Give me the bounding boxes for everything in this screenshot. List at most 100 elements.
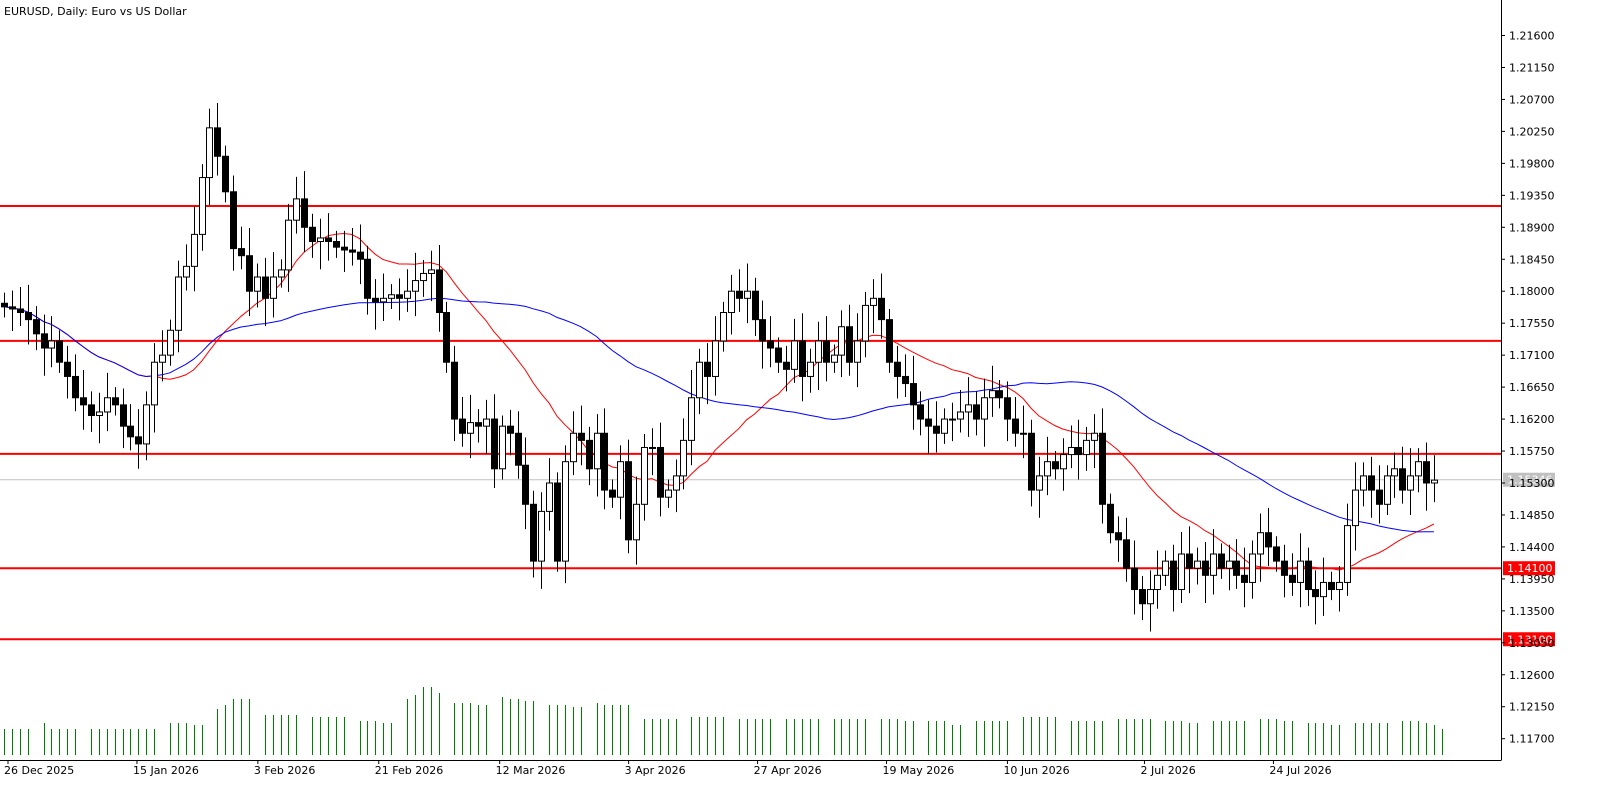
candle-body: [1305, 560, 1312, 591]
candle-body: [491, 418, 498, 470]
current-price-tag: [1503, 472, 1555, 487]
candle-body: [120, 404, 127, 427]
candle-body: [870, 297, 877, 306]
candle-body: [317, 237, 324, 242]
candle-body: [428, 269, 435, 274]
candle-body: [617, 461, 624, 498]
y-tick-label: 1.11700: [1509, 733, 1555, 746]
candle-body: [783, 361, 790, 370]
candle-body: [372, 297, 379, 303]
y-tick-label: 1.19350: [1509, 189, 1555, 202]
candle-body: [673, 475, 680, 491]
candle-body: [341, 246, 348, 251]
candle-body: [546, 482, 553, 512]
candle-body: [1083, 439, 1090, 456]
candle-body: [33, 319, 40, 335]
candle-body: [143, 404, 150, 445]
candle-body: [388, 294, 395, 299]
candle-body: [989, 390, 996, 399]
candle-body: [380, 297, 387, 303]
candle-body: [996, 390, 1003, 399]
candle-body: [1241, 574, 1248, 583]
y-tick-label: 1.20700: [1509, 93, 1555, 106]
candle-body: [846, 326, 853, 363]
candle-body: [1431, 479, 1438, 484]
candle-body: [775, 347, 782, 363]
candle-body: [1407, 475, 1414, 491]
candle-body: [522, 464, 529, 505]
candle-body: [1052, 461, 1059, 470]
candle-body: [443, 312, 450, 363]
candle-body: [1012, 418, 1019, 434]
candle-body: [183, 265, 190, 278]
candle-body: [278, 269, 285, 278]
level-label: 1.13100: [1507, 633, 1553, 646]
candle-body: [1320, 581, 1327, 598]
candlestick-series: [1, 102, 1438, 632]
candle-body: [112, 397, 119, 406]
candle-body: [175, 276, 182, 331]
candle-body: [507, 425, 514, 434]
y-tick-label: 1.14850: [1509, 509, 1555, 522]
chart-title: EURUSD, Daily: Euro vs US Dollar: [4, 5, 187, 18]
y-tick-label: 1.19800: [1509, 157, 1555, 170]
candle-body: [104, 397, 111, 413]
candle-body: [1107, 503, 1114, 534]
candle-body: [325, 237, 332, 242]
y-tick-label: 1.12600: [1509, 669, 1555, 682]
y-tick-label: 1.21150: [1509, 61, 1555, 74]
candle-body: [1376, 489, 1383, 505]
candle-body: [357, 251, 364, 260]
y-tick-label: 1.18900: [1509, 221, 1555, 234]
y-tick-label: 1.20250: [1509, 125, 1555, 138]
candle-body: [854, 340, 861, 363]
candle-body: [1265, 532, 1272, 548]
candle-body: [88, 404, 95, 417]
x-tick-label: 12 Mar 2026: [496, 764, 566, 777]
candle-body: [925, 418, 932, 427]
candle-body: [262, 276, 269, 299]
ma-fast-line: [3, 232, 1435, 571]
y-tick-label: 1.14400: [1509, 541, 1555, 554]
candle-body: [601, 432, 608, 491]
candle-body: [254, 276, 261, 292]
x-tick-label: 3 Apr 2026: [625, 764, 686, 777]
y-tick-label: 1.17550: [1509, 317, 1555, 330]
candle-body: [483, 418, 490, 427]
candle-body: [1, 302, 8, 308]
candle-body: [823, 340, 830, 363]
candle-body: [80, 397, 87, 406]
y-tick-label: 1.15750: [1509, 445, 1555, 458]
candle-body: [499, 425, 506, 470]
candle-body: [1289, 574, 1296, 583]
candle-body: [1226, 560, 1233, 569]
candle-body: [1186, 553, 1193, 569]
candle-body: [246, 255, 253, 292]
candle-body: [159, 354, 166, 363]
candle-body: [807, 361, 814, 377]
x-tick-label: 27 Apr 2026: [754, 764, 822, 777]
candle-body: [1154, 574, 1161, 591]
time-axis: 26 Dec 2025 15 Jan 2026 3 Feb 2026 21 Feb 2…: [4, 760, 1332, 777]
candle-body: [752, 290, 759, 321]
candle-body: [349, 249, 356, 253]
candle-body: [1147, 589, 1154, 605]
candle-body: [1202, 560, 1209, 576]
candle-body: [1218, 553, 1225, 569]
candle-body: [222, 155, 229, 193]
candle-body: [1423, 461, 1430, 484]
candle-body: [96, 411, 103, 417]
x-tick-label: 2 Jul 2026: [1140, 764, 1195, 777]
candle-body: [791, 340, 798, 370]
candle-body: [167, 329, 174, 356]
candle-body: [364, 258, 371, 299]
candle-body: [1068, 446, 1075, 456]
candle-body: [48, 340, 55, 349]
candle-body: [1060, 454, 1067, 470]
candle-body: [1257, 532, 1264, 555]
candle-body: [206, 127, 213, 179]
candle-body: [1004, 397, 1011, 420]
candle-body: [633, 503, 640, 541]
